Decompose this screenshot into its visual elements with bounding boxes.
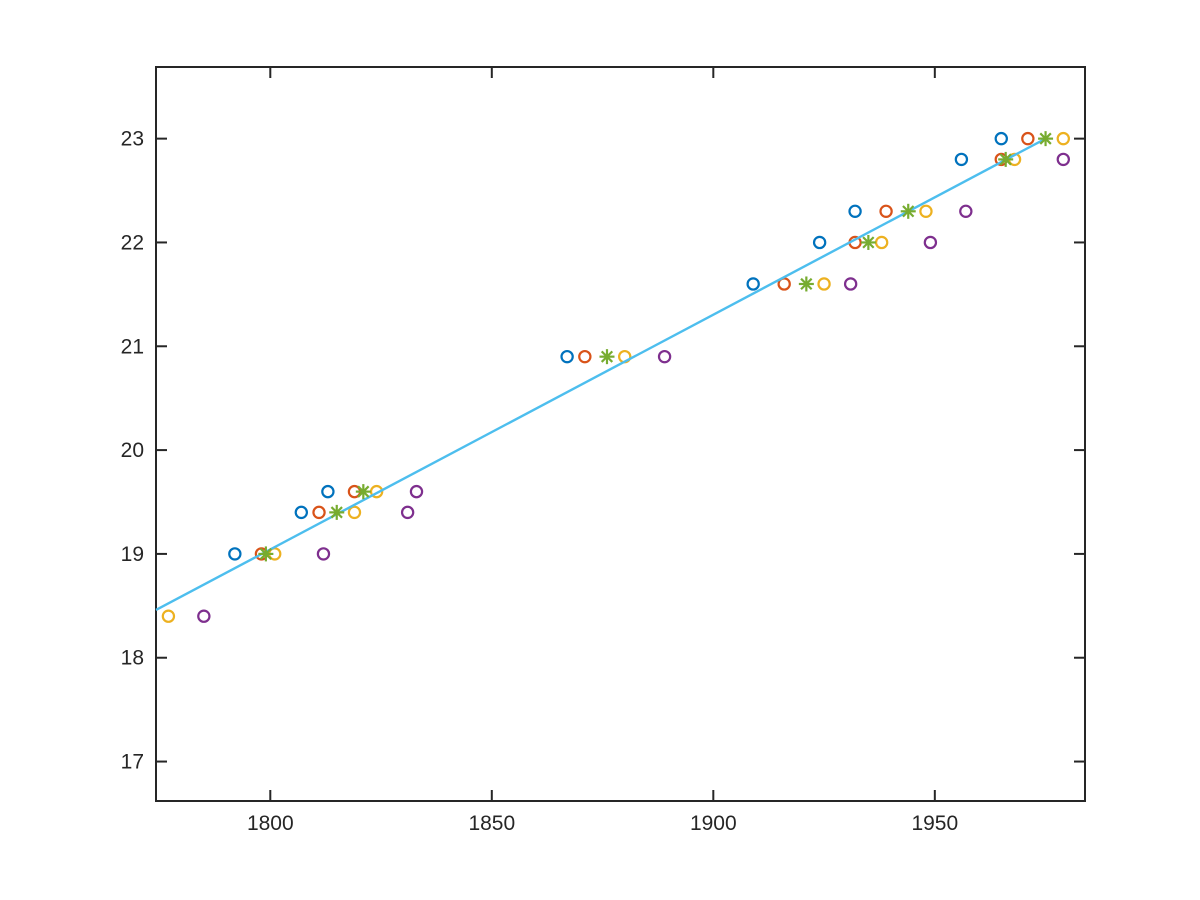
asterisk-arm	[330, 506, 343, 519]
series-4-purple-circles-point	[197, 609, 211, 623]
x-tick-label: 1900	[690, 812, 737, 835]
asterisk-arm	[259, 547, 272, 560]
series-1-blue-circles-point	[812, 235, 827, 250]
series-3-yellow-circles-point	[369, 484, 384, 499]
asterisk-arm	[902, 205, 915, 218]
series-5-green-asterisks-point	[329, 504, 345, 520]
series-3-yellow-circles-point	[347, 505, 362, 520]
series-4-purple-circles-point	[923, 235, 938, 250]
y-tick-label: 22	[121, 231, 144, 254]
series-1-blue-circles-point	[848, 204, 862, 219]
series-3-yellow-circles-point	[919, 204, 933, 219]
series-3-yellow-circles-point	[161, 609, 176, 623]
series-1-blue-circles-point	[560, 349, 574, 364]
series-1-blue-circles-point	[746, 277, 760, 291]
x-tick-label: 1850	[468, 812, 515, 835]
series-5-green-asterisks-point	[900, 203, 916, 219]
series-1-blue-circles-point	[294, 505, 309, 520]
series-3-yellow-circles-point	[817, 277, 831, 291]
axes-box	[155, 66, 1086, 802]
series-2-orange-circles-point	[578, 349, 592, 364]
trend-line	[155, 137, 1047, 612]
series-5-green-asterisks-point	[998, 151, 1014, 167]
asterisk-arm	[1039, 132, 1052, 145]
asterisk-arm	[600, 350, 614, 363]
series-5-green-asterisks-point	[860, 234, 876, 250]
asterisk-arm	[800, 277, 813, 291]
series-1-blue-circles-point	[228, 547, 242, 561]
asterisk-arm	[999, 153, 1012, 166]
x-tick-label: 1800	[247, 812, 294, 835]
series-4-purple-circles-point	[409, 484, 424, 499]
series-1-blue-circles-point	[954, 152, 969, 167]
series-4-purple-circles-point	[657, 349, 672, 364]
series-4-purple-circles-point	[843, 277, 858, 291]
asterisk-arm	[357, 485, 370, 498]
y-tick-label: 20	[121, 439, 144, 462]
series-1-blue-circles-point	[994, 131, 1008, 146]
series-3-yellow-circles-point	[1056, 131, 1070, 146]
series-2-orange-circles-point	[1021, 131, 1035, 146]
y-tick-label: 18	[121, 647, 144, 670]
series-4-purple-circles-point	[959, 204, 973, 219]
series-4-purple-circles-point	[1056, 152, 1070, 167]
series-5-green-asterisks-point	[355, 484, 371, 500]
x-tick-label: 1950	[911, 812, 958, 835]
series-4-purple-circles-point	[316, 547, 331, 561]
series-2-orange-circles-point	[879, 204, 893, 219]
series-5-green-asterisks-point	[599, 349, 615, 365]
asterisk-arm	[862, 236, 875, 249]
series-1-blue-circles-point	[321, 484, 335, 499]
series-3-yellow-circles-point	[874, 235, 889, 250]
y-tick-label: 19	[121, 543, 144, 566]
series-5-green-asterisks-point	[258, 546, 274, 562]
series-2-orange-circles-point	[312, 505, 326, 520]
series-4-purple-circles-point	[400, 505, 415, 520]
y-tick-label: 23	[121, 128, 144, 151]
series-5-green-asterisks-point	[1038, 131, 1054, 147]
series-5-green-asterisks-point	[798, 276, 814, 292]
y-tick-label: 21	[121, 335, 144, 358]
y-tick-label: 17	[121, 751, 144, 774]
